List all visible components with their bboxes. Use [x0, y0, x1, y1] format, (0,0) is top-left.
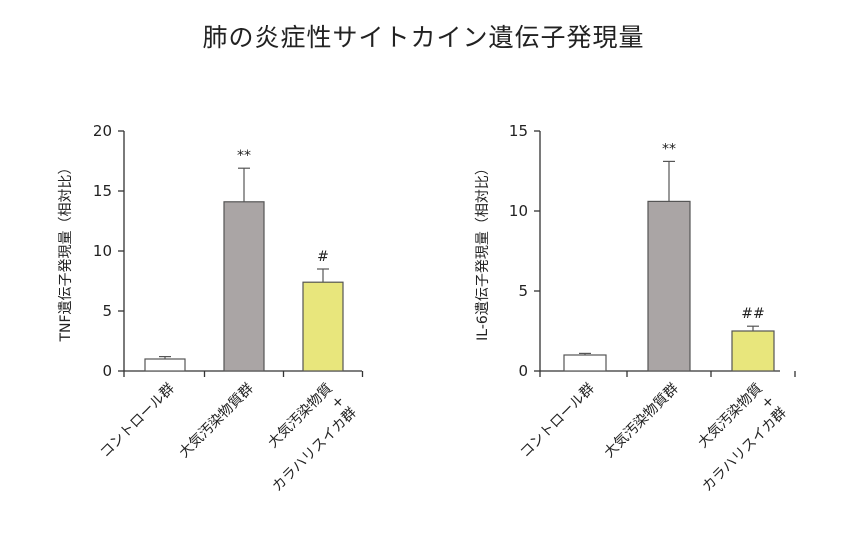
- y-tick-label: 0: [102, 362, 112, 380]
- y-tick-label: 10: [93, 242, 112, 260]
- significance-label: ##: [741, 306, 764, 322]
- y-tick-label: 0: [518, 362, 528, 380]
- category-label: コントロール群: [517, 381, 598, 462]
- y-axis-label: TNF遺伝子発現量（相対比）: [58, 160, 74, 342]
- y-tick-label: 20: [93, 122, 112, 140]
- category-label-group: 大気汚染物質群: [176, 381, 257, 462]
- y-tick-label: 15: [93, 182, 112, 200]
- bar: [563, 354, 607, 372]
- bar: [302, 281, 344, 372]
- category-label-group: 大気汚染物質群: [601, 381, 682, 462]
- y-tick-label: 10: [509, 202, 528, 220]
- category-label-group: 大気汚染物質+カラハリスイカ群: [695, 381, 790, 495]
- chart-panel-1: 0 5 10 15 20 TNF遺伝子発現量（相対比） コントロール群 ** 大気汚染物質群 # 大…: [58, 122, 364, 495]
- category-label: コントロール群: [97, 381, 178, 462]
- y-tick-label: 15: [509, 122, 528, 140]
- y-tick-label: 5: [102, 302, 112, 320]
- significance-label: **: [237, 148, 251, 164]
- chart-panel-2: 0 5 10 15 IL-6遺伝子発現量（相対比） コントロール群 ** 大気汚染物質群 ## 大…: [475, 122, 796, 495]
- category-label: カラハリスイカ群: [699, 405, 789, 495]
- bar: [223, 201, 265, 372]
- bar: [144, 358, 186, 372]
- figure-title: 肺の炎症性サイトカイン遺伝子発現量: [202, 23, 645, 52]
- significance-label: #: [317, 249, 329, 265]
- category-label-group: 大気汚染物質+カラハリスイカ群: [265, 381, 360, 495]
- category-label-group: コントロール群: [517, 381, 598, 462]
- category-label: カラハリスイカ群: [269, 405, 359, 495]
- y-axis-label: IL-6遺伝子発現量（相対比）: [475, 161, 491, 341]
- category-label: 大気汚染物質群: [176, 381, 257, 462]
- significance-label: **: [662, 141, 676, 157]
- bar: [647, 200, 691, 372]
- category-label: 大気汚染物質群: [601, 381, 682, 462]
- bar: [731, 330, 775, 372]
- y-tick-label: 5: [518, 282, 528, 300]
- category-label-group: コントロール群: [97, 381, 178, 462]
